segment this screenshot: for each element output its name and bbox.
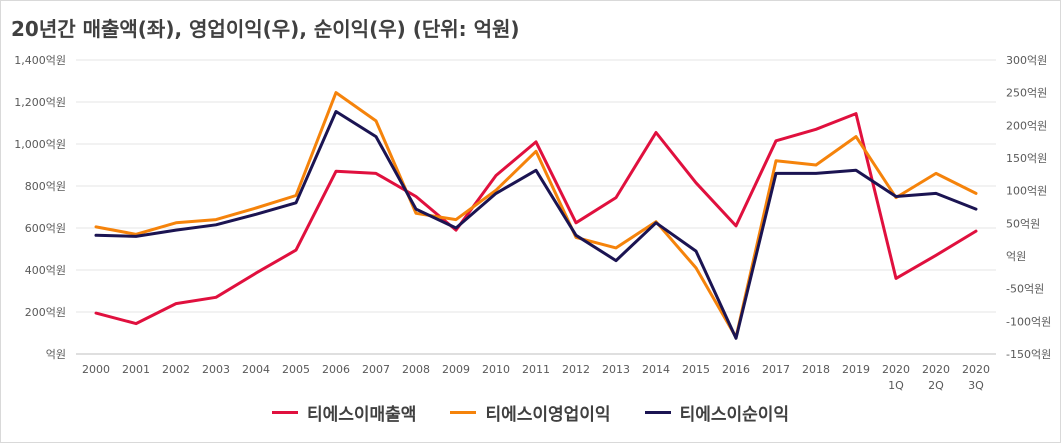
x-tick-label: 2Q: [928, 379, 944, 392]
x-tick-label: 2019: [842, 363, 870, 376]
x-tick-label: 2020: [962, 363, 990, 376]
right-tick-label: 억원: [1006, 250, 1026, 263]
x-tick-label: 2020: [882, 363, 910, 376]
x-tick-label: 2001: [122, 363, 150, 376]
legend-swatch: [271, 411, 298, 414]
series-line: [94, 91, 978, 339]
gridlines: [76, 59, 996, 355]
legend-item: 티에스이매출액: [271, 400, 417, 425]
left-tick-label: 1,000억원: [14, 138, 66, 151]
x-tick-label: 2016: [722, 363, 750, 376]
left-tick-label: 억원: [46, 348, 66, 361]
x-tick-label: 2015: [682, 363, 710, 376]
legend-item: 티에스이영업이익: [450, 400, 611, 425]
left-tick-label: 800억원: [25, 180, 66, 193]
legend-label: 티에스이순이익: [679, 405, 790, 425]
x-tick-label: 2009: [442, 363, 470, 376]
x-tick-label: 2002: [162, 363, 190, 376]
left-tick-label: 200억원: [25, 306, 66, 319]
right-tick-label: -100억원: [1006, 315, 1051, 328]
x-axis-ticks: 2000 2001 2002 2003 2004 2005 2006 2007 2008 2009…: [82, 363, 990, 392]
x-tick-label: 2003: [202, 363, 230, 376]
legend-label: 티에스이영업이익: [485, 405, 611, 425]
right-tick-label: 200억원: [1006, 119, 1047, 132]
right-tick-label: 250억원: [1006, 87, 1047, 100]
x-tick-label: 2007: [362, 363, 390, 376]
x-tick-label: 3Q: [968, 379, 984, 392]
legend: 티에스이매출액 티에스이영업이익 티에스이순이익: [0, 400, 1061, 425]
x-tick-label: 2014: [642, 363, 670, 376]
right-tick-label: 150억원: [1006, 152, 1047, 165]
x-tick-label: 2000: [82, 363, 110, 376]
right-tick-label: 100억원: [1006, 185, 1047, 198]
legend-item: 티에스이순이익: [644, 400, 790, 425]
right-tick-label: 50억원: [1006, 217, 1040, 230]
x-tick-label: 1Q: [888, 379, 904, 392]
legend-label: 티에스이매출액: [306, 405, 417, 425]
left-axis-ticks: 억원 200억원 400억원 600억원 800억원 1,000억원 1,200억원 1,40…: [14, 54, 66, 361]
right-tick-label: -50억원: [1006, 283, 1044, 296]
x-tick-label: 2012: [562, 363, 590, 376]
x-tick-label: 2010: [482, 363, 510, 376]
x-tick-label: 2013: [602, 363, 630, 376]
series-line: [94, 112, 978, 326]
series-lines: [94, 91, 978, 340]
x-tick-label: 2006: [322, 363, 350, 376]
series-line: [94, 110, 978, 340]
x-tick-label: 2004: [242, 363, 270, 376]
x-tick-label: 2008: [402, 363, 430, 376]
right-tick-label: -150억원: [1006, 348, 1051, 361]
x-tick-label: 2005: [282, 363, 310, 376]
x-tick-label: 2011: [522, 363, 550, 376]
right-tick-label: 300억원: [1006, 54, 1047, 67]
left-tick-label: 1,400억원: [14, 54, 66, 67]
chart-title: 20년간 매출액(좌), 영업이익(우), 순이익(우) (단위: 억원): [11, 17, 520, 41]
right-axis-ticks: -150억원 -100억원 -50억원 억원 50억원 100억원 150억원 200억원 25…: [1006, 54, 1051, 361]
left-tick-label: 400억원: [25, 264, 66, 277]
x-tick-label: 2017: [762, 363, 790, 376]
x-tick-label: 2018: [802, 363, 830, 376]
left-tick-label: 600억원: [25, 222, 66, 235]
legend-swatch: [644, 411, 671, 414]
left-tick-label: 1,200억원: [14, 96, 66, 109]
x-tick-label: 2020: [922, 363, 950, 376]
legend-swatch: [450, 411, 477, 414]
